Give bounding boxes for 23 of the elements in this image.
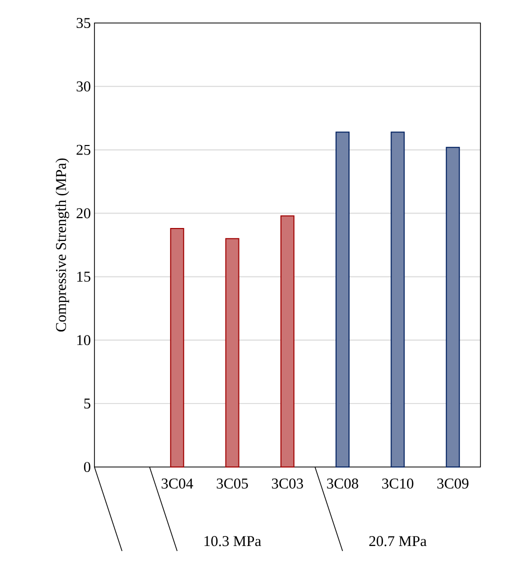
y-tick-label: 20 — [76, 208, 90, 218]
y-tick-label: 0 — [84, 462, 90, 472]
bar — [225, 238, 240, 468]
y-tick-label: 30 — [76, 81, 90, 92]
bar — [170, 228, 184, 468]
bar — [336, 132, 350, 468]
x-tick-label: 3C03 — [272, 478, 304, 489]
y-axis-title: Compressive Strength (MPa) — [56, 158, 70, 332]
text: 20.7 MPa — [369, 536, 427, 546]
y-tick-label: 10 — [77, 335, 90, 346]
y-tick-label: 35 — [76, 18, 90, 28]
y-tick-label: 15 — [77, 272, 90, 282]
text: 10.3 MPa — [204, 536, 262, 546]
x-tick-label: 3C10 — [382, 478, 414, 489]
x-tick-label: 3C08 — [327, 478, 358, 489]
bar — [280, 215, 294, 468]
y-tick-label: 5 — [84, 398, 90, 409]
bar — [446, 146, 460, 468]
y-tick-label: 25 — [76, 144, 90, 155]
x-tick-label: 3C09 — [437, 478, 468, 489]
x-tick-label: 3C04 — [162, 478, 194, 489]
bar — [390, 132, 405, 468]
x-tick-label: 3C05 — [216, 478, 248, 489]
